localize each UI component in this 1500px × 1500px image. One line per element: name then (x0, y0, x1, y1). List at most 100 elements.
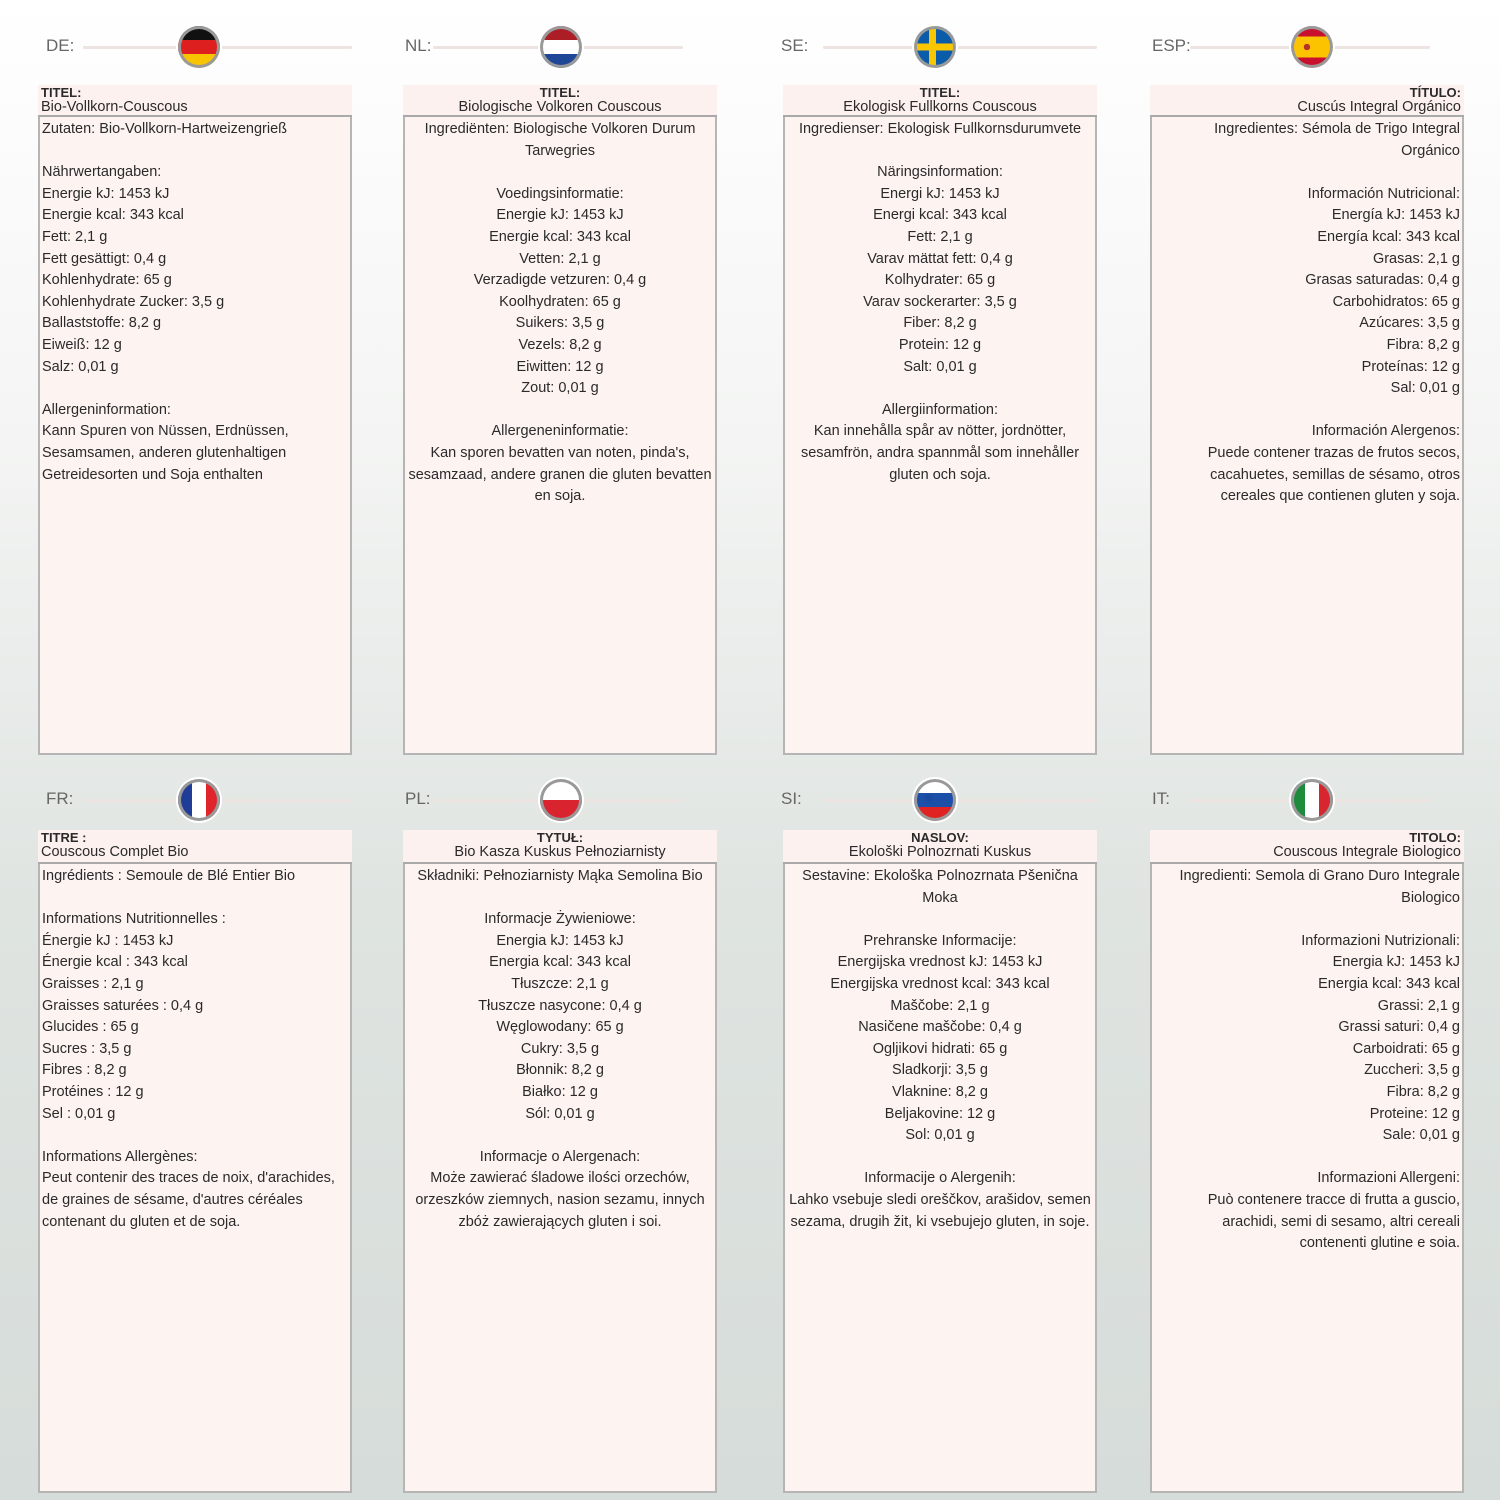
detail-line: Informazioni Nutrizionali: (1301, 932, 1460, 949)
title-label: TITEL: (919, 85, 961, 100)
detail-line: Varav sockerarter: 3,5 g (863, 293, 1017, 310)
detail-line (42, 888, 348, 910)
detail-line: Azúcares: 3,5 g (1359, 315, 1460, 332)
detail-line (42, 378, 348, 400)
language-header: SI: (781, 775, 1097, 825)
title-box: TÍTULO: Cuscús Integral Orgánico (1150, 85, 1464, 117)
product-title: Bio Kasza Kuskus Pełnoziarnisty (454, 844, 666, 860)
divider (823, 799, 1097, 802)
language-code: SE: (781, 36, 809, 55)
detail-line: Energia kcal: 343 kcal (1318, 975, 1460, 992)
poland-flag-icon (540, 779, 582, 821)
detail-line: Zuccheri: 3,5 g (1364, 1062, 1460, 1079)
detail-line (787, 378, 1093, 400)
detail-line: Allergeninformation: (42, 401, 171, 418)
details-box: Ingredienti: Semola di Grano Duro Integr… (1150, 864, 1464, 1493)
detail-line: Salz: 0,01 g (42, 358, 119, 375)
detail-line: Suikers: 3,5 g (515, 315, 605, 332)
title-box: TITEL: Biologische Volkoren Couscous (403, 85, 717, 117)
detail-line: Węglowodany: 65 g (496, 1019, 624, 1036)
detail-line: Energijska vrednost kcal: 343 kcal (830, 975, 1050, 992)
detail-line: Fibres : 8,2 g (42, 1062, 127, 1079)
title-box: TITRE : Couscous Complet Bio (38, 830, 352, 864)
detail-line: Ingredienti: Semola di Grano Duro Integr… (1179, 868, 1461, 906)
detail-line: Tłuszcze: 2,1 g (511, 975, 609, 992)
language-code: ESP: (1152, 36, 1191, 55)
detail-line: Energie kJ: 1453 kJ (496, 207, 624, 224)
detail-line: Protein: 12 g (898, 336, 982, 353)
detail-line: Proteine: 12 g (1369, 1105, 1460, 1122)
detail-line: Energi kJ: 1453 kJ (880, 185, 1000, 202)
language-code: IT: (1152, 789, 1170, 808)
detail-line: Grassi: 2,1 g (1377, 997, 1460, 1014)
detail-line: Fett gesättigt: 0,4 g (42, 250, 167, 267)
detail-line: Energi kcal: 343 kcal (873, 207, 1007, 224)
detail-line (407, 1125, 713, 1147)
detail-line: Vetten: 2,1 g (519, 250, 601, 267)
detail-line: Allergiinformation: (881, 401, 999, 418)
title-box: TITEL: Bio-Vollkorn-Couscous (38, 85, 352, 117)
sweden-flag-icon (914, 26, 956, 68)
detail-line (407, 888, 713, 910)
detail-line: Energie kJ: 1453 kJ (42, 185, 170, 202)
detail-line: Vlaknine: 8,2 g (892, 1083, 988, 1100)
detail-line: Información Nutricional: (1307, 185, 1460, 202)
title-box: TITEL: Ekologisk Fullkorns Couscous (783, 85, 1097, 117)
divider (823, 46, 1097, 49)
language-code: NL: (405, 36, 432, 55)
title-label: TYTUŁ: (536, 830, 584, 845)
detail-line: Información Alergenos: (1311, 423, 1460, 440)
detail-line: Puede contener trazas de frutos secos, c… (1207, 444, 1460, 505)
detail-line: Kolhydrater: 65 g (884, 272, 996, 289)
detail-line: Sladkorji: 3,5 g (892, 1062, 988, 1079)
product-title: Cuscús Integral Orgánico (1297, 99, 1461, 115)
detail-line: Varav mättat fett: 0,4 g (867, 250, 1013, 267)
language-header: NL: (403, 22, 717, 72)
detail-line: Grasas saturadas: 0,4 g (1305, 272, 1460, 289)
title-box: TYTUŁ: Bio Kasza Kuskus Pełnoziarnisty (403, 830, 717, 864)
netherlands-flag-icon (540, 26, 582, 68)
detail-line: Informacje o Alergenach: (479, 1148, 641, 1165)
details-box: Sestavine: Ekološka Polnozrnata Pšenična… (783, 864, 1097, 1493)
detail-line: Prehranske Informacije: (863, 932, 1017, 949)
detail-line: Nährwertangaben: (42, 164, 162, 181)
title-label: TÍTULO: (1409, 85, 1461, 100)
language-header: FR: (38, 775, 352, 825)
detail-line: Sale: 0,01 g (1382, 1127, 1460, 1144)
detail-line: Salt: 0,01 g (903, 358, 977, 375)
product-title: Biologische Volkoren Couscous (458, 99, 662, 115)
detail-line: Informacje Żywieniowe: (484, 911, 636, 928)
detail-line: Graisses : 2,1 g (42, 975, 144, 992)
detail-line: Voedingsinformatie: (496, 185, 624, 202)
product-title: Bio-Vollkorn-Couscous (41, 99, 188, 115)
detail-line: Składniki: Pełnoziarnisty Mąka Semolina … (417, 868, 703, 884)
detail-line: Lahko vsebuje sledi oreščkov, arašidov, … (789, 1191, 1091, 1230)
detail-line: Energia kcal: 343 kcal (489, 954, 631, 971)
detail-line: Zutaten: Bio-Vollkorn-Hartweizengrieß (42, 121, 287, 137)
detail-line: Énergie kJ : 1453 kJ (42, 932, 174, 949)
details-box: Zutaten: Bio-Vollkorn-Hartweizengrieß Näh… (38, 117, 352, 755)
detail-line: Sel : 0,01 g (42, 1105, 116, 1122)
title-label: TITEL: (41, 85, 82, 100)
detail-line: Kan sporen bevatten van noten, pinda's, … (408, 444, 712, 505)
spain-flag-icon (1291, 26, 1333, 68)
product-title: Ekološki Polnozrnati Kuskus (848, 844, 1032, 860)
language-header: SE: (781, 22, 1097, 72)
details-box: Ingredientes: Sémola de Trigo Integral O… (1150, 117, 1464, 755)
detail-line: Energie kcal: 343 kcal (489, 228, 631, 245)
detail-line: Sal: 0,01 g (1390, 380, 1460, 397)
detail-line: Informations Allergènes: (42, 1148, 198, 1165)
detail-line: Vezels: 8,2 g (518, 336, 602, 353)
detail-line: Kohlenhydrate: 65 g (42, 272, 172, 289)
detail-line: Allergeneninformatie: (491, 423, 629, 440)
detail-line (1154, 909, 1460, 931)
detail-line: Informacije o Alergenih: (864, 1170, 1016, 1187)
detail-line: Kann Spuren von Nüssen, Erdnüssen, Sesam… (42, 423, 289, 483)
detail-line: Glucides : 65 g (42, 1019, 139, 1036)
detail-line (1154, 162, 1460, 184)
detail-line (787, 1147, 1093, 1169)
details-box: Ingrediënten: Biologische Volkoren Durum… (403, 117, 717, 755)
detail-line: Zout: 0,01 g (521, 380, 599, 397)
detail-line: Proteínas: 12 g (1361, 358, 1460, 375)
detail-line: Cukry: 3,5 g (520, 1040, 600, 1057)
